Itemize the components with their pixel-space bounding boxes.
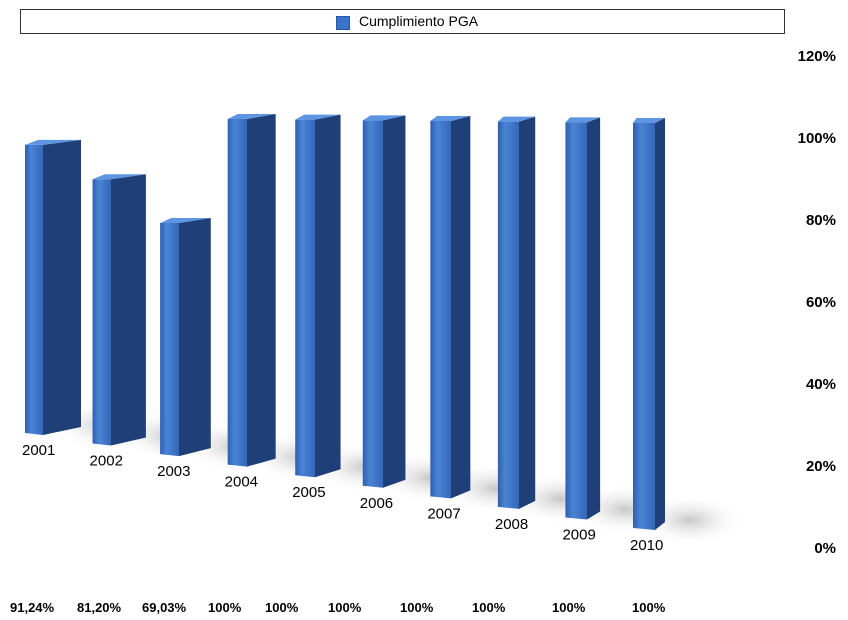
bar-front [160, 222, 179, 457]
bar-side [451, 116, 471, 499]
bar-front [227, 119, 247, 467]
x-tick-label: 2002 [90, 453, 123, 470]
x-tick-label: 2007 [427, 505, 460, 522]
bar-2001 [25, 139, 81, 435]
bar-front [92, 179, 111, 446]
x-tick-label: 2008 [495, 516, 528, 533]
bar-top [160, 217, 211, 223]
y-tick-label: 80% [805, 212, 836, 229]
y-tick-label: 100% [797, 130, 836, 147]
x-tick-label: 2001 [22, 442, 55, 459]
legend: Cumplimiento PGA [20, 9, 785, 34]
bar-front [633, 123, 655, 530]
y-tick-label: 60% [805, 294, 836, 311]
bar-front [430, 121, 451, 499]
bar-front [565, 122, 587, 520]
bar-2006 [362, 115, 406, 488]
bar-top [92, 174, 146, 180]
value-label: 100% [472, 600, 506, 615]
bar-top [227, 114, 276, 119]
x-tick-label: 2004 [225, 474, 258, 491]
value-label: 100% [208, 600, 242, 615]
x-tick-label: 2005 [292, 484, 325, 501]
bar-side [179, 217, 211, 457]
bar-front [295, 119, 315, 478]
value-label: 91,24% [10, 600, 55, 615]
value-label: 100% [328, 600, 362, 615]
bar-2005 [295, 114, 341, 478]
y-tick-label: 40% [805, 376, 836, 393]
bar-side [519, 116, 536, 509]
bar-front [25, 144, 43, 435]
legend-swatch [336, 16, 350, 30]
bar-side [383, 115, 406, 488]
bar-2003 [160, 217, 211, 457]
value-label: 100% [552, 600, 586, 615]
value-label: 69,03% [142, 600, 187, 615]
bar-front [362, 120, 383, 488]
value-label: 100% [265, 600, 299, 615]
bar-top [633, 118, 665, 123]
bar-side [655, 118, 665, 530]
bar-side [111, 174, 146, 446]
bar-side [315, 114, 341, 478]
bar-side [587, 117, 601, 520]
value-label: 81,20% [77, 600, 122, 615]
bar-side [247, 114, 276, 467]
bar-2007 [430, 116, 471, 499]
value-label: 100% [400, 600, 434, 615]
bar-top [497, 116, 536, 122]
y-tick-label: 20% [805, 458, 836, 475]
x-tick-label: 2006 [360, 495, 393, 512]
legend-label: Cumplimiento PGA [359, 13, 479, 29]
bar-front [497, 121, 519, 509]
bar-side [43, 139, 81, 435]
x-tick-label: 2003 [157, 463, 190, 480]
bars-group [25, 114, 665, 530]
bar-2002 [92, 174, 146, 446]
x-tick-label: 2009 [562, 526, 595, 543]
bar-2010 [633, 118, 665, 530]
bar-top [362, 115, 406, 121]
bar-top [430, 116, 471, 121]
y-tick-label: 0% [814, 540, 836, 557]
bar-top [25, 139, 81, 145]
value-label: 100% [632, 600, 666, 615]
bar-top [565, 117, 601, 123]
bar-2008 [497, 116, 536, 509]
y-tick-label: 120% [797, 48, 836, 65]
bar-2009 [565, 117, 601, 520]
x-tick-labels: 2001 2002 2003 2004 2005 2006 2007 2008 2009 2010 [22, 442, 663, 554]
x-tick-label: 2010 [630, 537, 663, 554]
bar-top [295, 114, 341, 120]
bar-2004 [227, 114, 276, 467]
